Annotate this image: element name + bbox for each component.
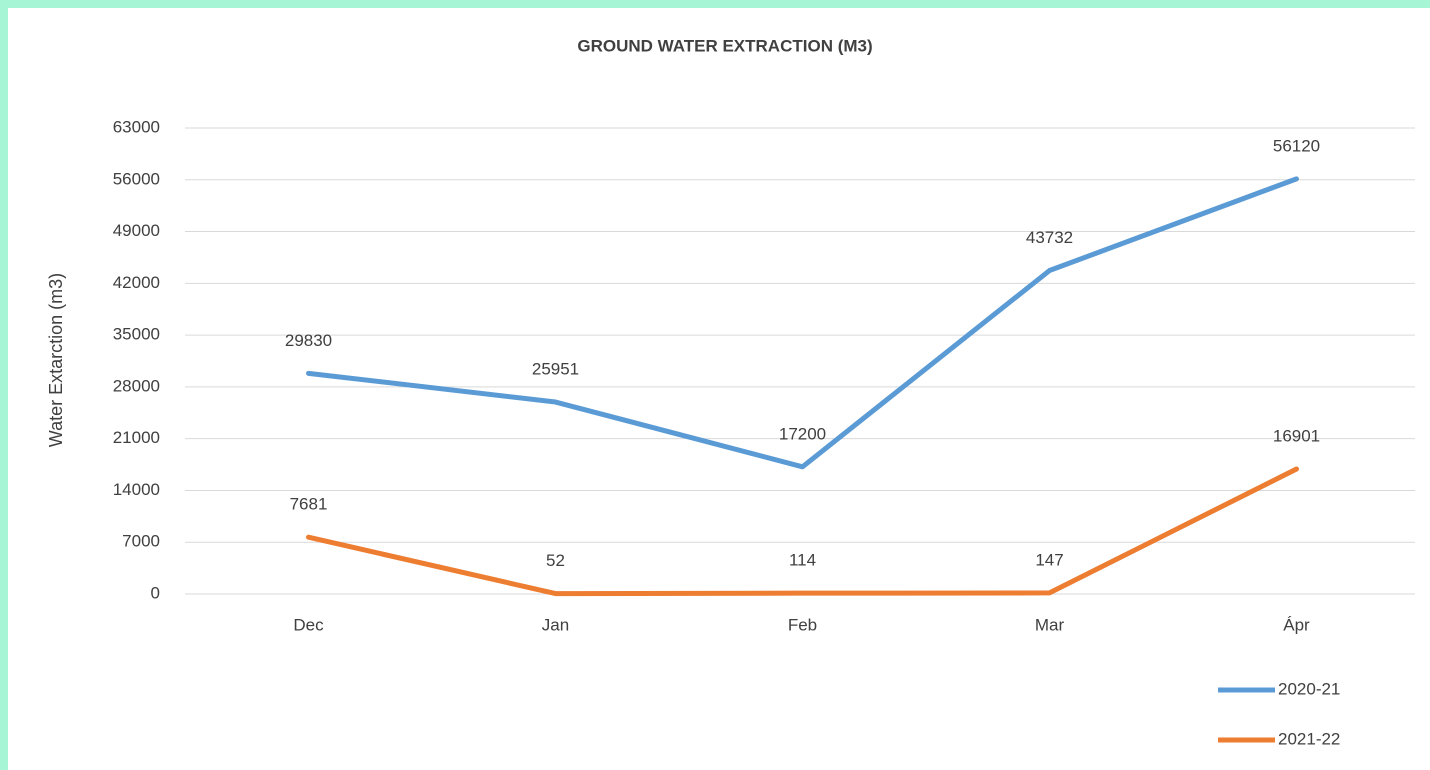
y-tick-label: 49000 — [113, 221, 160, 240]
chart-title: GROUND WATER EXTRACTION (M3) — [577, 36, 872, 55]
y-tick-label: 28000 — [113, 376, 160, 395]
data-label: 114 — [789, 551, 816, 570]
x-tick-label: Ápr — [1283, 615, 1310, 634]
data-label: 43732 — [1026, 228, 1073, 247]
y-tick-label: 7000 — [122, 532, 160, 551]
x-tick-label: Dec — [293, 615, 324, 634]
y-tick-label: 56000 — [113, 169, 160, 188]
y-tick-label: 14000 — [113, 480, 160, 499]
data-label: 16901 — [1273, 426, 1320, 445]
x-tick-label: Feb — [788, 615, 817, 634]
y-tick-label: 42000 — [113, 273, 160, 292]
y-tick-label: 21000 — [113, 428, 160, 447]
data-label: 147 — [1035, 550, 1063, 569]
y-tick-label: 63000 — [113, 117, 160, 136]
data-label: 17200 — [779, 424, 826, 443]
data-label: 56120 — [1273, 136, 1320, 155]
x-tick-label: Jan — [542, 615, 569, 634]
data-label: 25951 — [532, 360, 579, 379]
data-label: 29830 — [285, 331, 332, 350]
series-line — [306, 176, 1299, 470]
y-axis-label: Water Extarction (m3) — [46, 273, 66, 447]
y-tick-label: 0 — [151, 583, 160, 602]
data-label: 52 — [546, 551, 565, 570]
data-label: 7681 — [290, 495, 328, 514]
y-tick-label: 35000 — [113, 325, 160, 344]
chart-background — [8, 8, 1430, 770]
x-tick-label: Mar — [1035, 615, 1065, 634]
series-line — [306, 466, 1299, 597]
legend-label: 2020-21 — [1278, 679, 1340, 698]
legend-label: 2021-22 — [1278, 729, 1340, 748]
